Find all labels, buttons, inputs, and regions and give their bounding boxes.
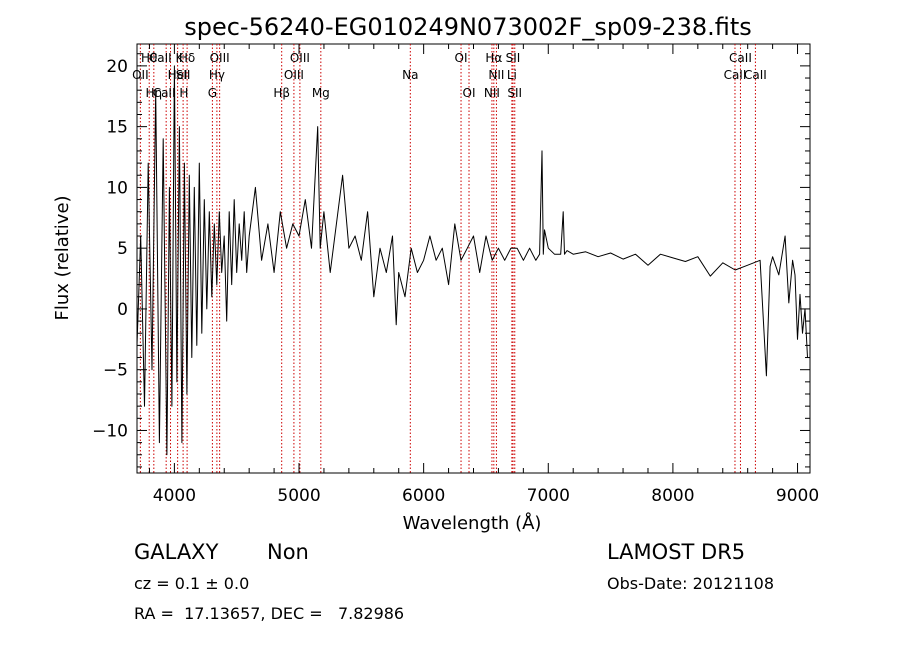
spectrum-series bbox=[136, 65, 808, 456]
spectrum-line-0 bbox=[136, 65, 808, 456]
line-label-10: OIII bbox=[210, 51, 230, 65]
line-label-25: CaII bbox=[729, 51, 752, 65]
x-tick-label: 4000 bbox=[153, 486, 196, 506]
line-label-18: NII bbox=[484, 86, 500, 100]
line-label-23: SII bbox=[507, 86, 522, 100]
redshift-cz: cz = 0.1 ± 0.0 bbox=[134, 574, 250, 593]
y-tick-label: −5 bbox=[103, 361, 128, 381]
line-label-0: OII bbox=[132, 68, 149, 82]
x-tick-label: 9000 bbox=[776, 486, 819, 506]
line-label-14: Mg bbox=[312, 86, 330, 100]
line-label-21: Li bbox=[507, 68, 517, 82]
line-label-22: SII bbox=[506, 51, 521, 65]
plot-frame bbox=[136, 43, 811, 474]
line-label-13: OIII bbox=[290, 51, 310, 65]
y-axis-label: Flux (relative) bbox=[52, 195, 73, 320]
y-tick-label: −10 bbox=[92, 421, 128, 441]
line-label-20: NII bbox=[488, 68, 504, 82]
line-label-2: Hη bbox=[146, 86, 163, 100]
object-class: GALAXY bbox=[134, 540, 219, 564]
line-label-7: Hδ bbox=[179, 51, 195, 65]
line-label-6: SII bbox=[176, 68, 191, 82]
x-tick-label: 5000 bbox=[277, 486, 320, 506]
line-label-12: OIII bbox=[284, 68, 304, 82]
object-subclass: Non bbox=[267, 540, 309, 564]
y-tick-label: 0 bbox=[117, 300, 128, 320]
line-label-11: Hβ bbox=[273, 86, 290, 100]
line-label-8: G bbox=[208, 86, 217, 100]
line-label-4: CaII H bbox=[153, 86, 189, 100]
y-tick-label: 15 bbox=[106, 118, 128, 138]
y-axis-ticks: −10 −5 0 5 10 15 20 bbox=[92, 53, 810, 468]
line-label-16: OI bbox=[455, 51, 468, 65]
x-axis-ticks: 4000 5000 6000 7000 8000 9000 bbox=[148, 44, 819, 506]
y-tick-label: 10 bbox=[106, 178, 128, 198]
x-axis-label: Wavelength (Å) bbox=[403, 512, 542, 534]
line-label-3: CaII K bbox=[149, 51, 185, 65]
line-label-26: CaII bbox=[744, 68, 767, 82]
ra-dec-coordinates: RA = 17.13657, DEC = 7.82986 bbox=[134, 604, 405, 623]
survey-label: LAMOST DR5 bbox=[607, 540, 746, 564]
y-tick-label: 20 bbox=[106, 57, 128, 77]
x-tick-label: 6000 bbox=[402, 486, 445, 506]
line-label-15: Na bbox=[402, 68, 418, 82]
x-tick-label: 7000 bbox=[527, 486, 570, 506]
observation-date: Obs-Date: 20121108 bbox=[607, 574, 775, 593]
line-label-5: HeI bbox=[168, 68, 188, 82]
y-tick-label: 5 bbox=[117, 239, 128, 259]
line-label-9: Hγ bbox=[209, 68, 225, 82]
line-label-19: Hα bbox=[485, 51, 502, 65]
line-label-1: Hθ bbox=[141, 51, 157, 65]
x-tick-label: 8000 bbox=[651, 486, 694, 506]
chart-title: spec-56240-EG010249N073002F_sp09-238.fit… bbox=[184, 13, 752, 41]
line-label-17: OI bbox=[463, 86, 476, 100]
line-label-24: CaII bbox=[724, 68, 747, 82]
